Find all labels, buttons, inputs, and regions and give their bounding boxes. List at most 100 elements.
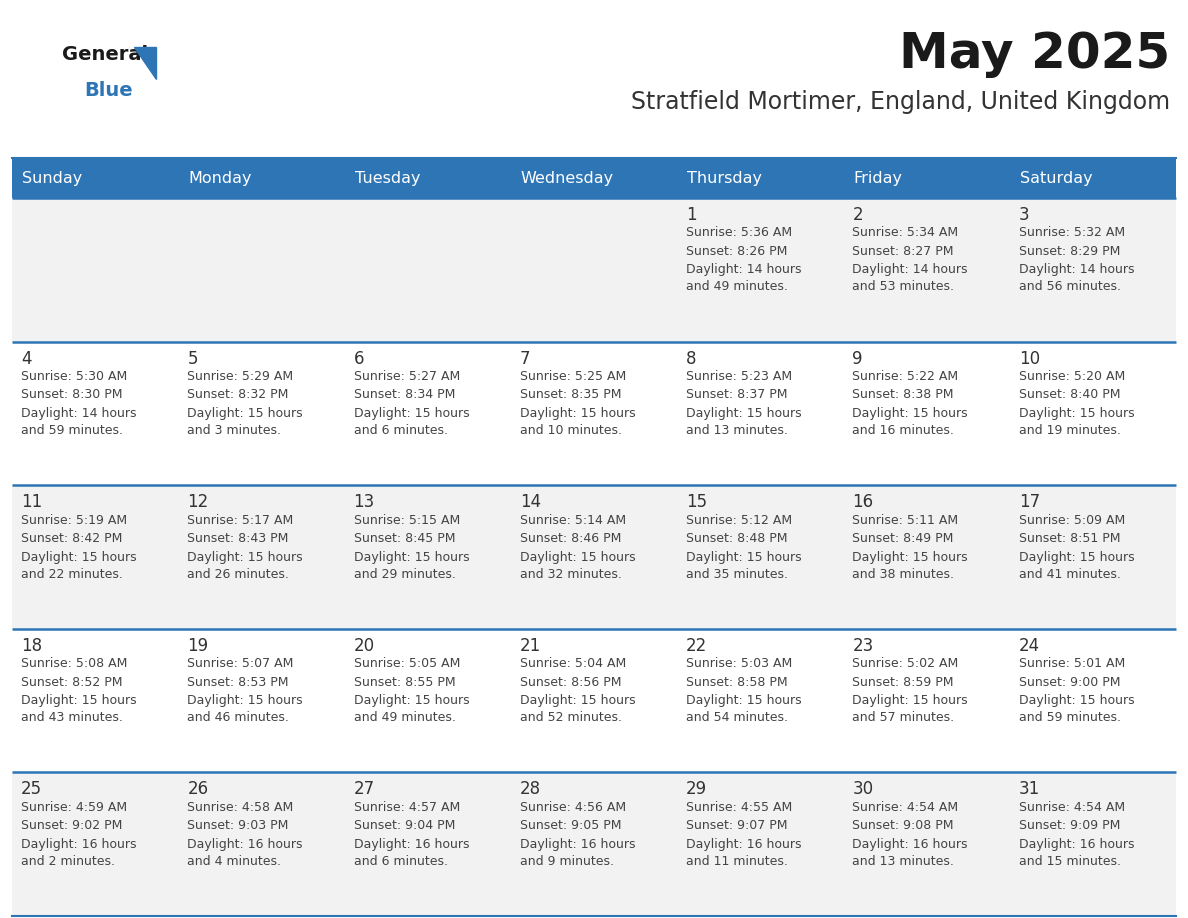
Text: 21: 21 xyxy=(520,637,541,655)
Text: Daylight: 15 hours
and 52 minutes.: Daylight: 15 hours and 52 minutes. xyxy=(520,694,636,724)
Bar xyxy=(511,772,677,916)
Text: Wednesday: Wednesday xyxy=(520,171,614,185)
Text: Sunrise: 5:27 AM: Sunrise: 5:27 AM xyxy=(354,370,460,383)
Text: Sunrise: 4:54 AM: Sunrise: 4:54 AM xyxy=(853,800,959,813)
Text: Daylight: 15 hours
and 49 minutes.: Daylight: 15 hours and 49 minutes. xyxy=(354,694,469,724)
Text: Sunrise: 4:59 AM: Sunrise: 4:59 AM xyxy=(21,800,127,813)
Bar xyxy=(178,198,345,341)
Text: Sunset: 8:58 PM: Sunset: 8:58 PM xyxy=(687,676,788,688)
Text: Sunset: 8:30 PM: Sunset: 8:30 PM xyxy=(21,388,122,401)
Text: Sunset: 8:48 PM: Sunset: 8:48 PM xyxy=(687,532,788,545)
Bar xyxy=(12,486,178,629)
Text: Daylight: 16 hours
and 15 minutes.: Daylight: 16 hours and 15 minutes. xyxy=(1019,838,1135,868)
Text: Daylight: 15 hours
and 43 minutes.: Daylight: 15 hours and 43 minutes. xyxy=(21,694,137,724)
Text: 7: 7 xyxy=(520,350,530,367)
Text: 8: 8 xyxy=(687,350,696,367)
Text: 22: 22 xyxy=(687,637,707,655)
Text: Sunset: 8:45 PM: Sunset: 8:45 PM xyxy=(354,532,455,545)
Bar xyxy=(677,158,843,198)
Text: Sunrise: 5:30 AM: Sunrise: 5:30 AM xyxy=(21,370,127,383)
Bar xyxy=(12,629,178,772)
Text: Sunset: 8:49 PM: Sunset: 8:49 PM xyxy=(853,532,954,545)
Text: Saturday: Saturday xyxy=(1019,171,1092,185)
Text: Sunset: 8:53 PM: Sunset: 8:53 PM xyxy=(188,676,289,688)
Text: 3: 3 xyxy=(1019,206,1029,224)
Bar xyxy=(178,341,345,486)
Bar xyxy=(12,158,178,198)
Text: Daylight: 15 hours
and 19 minutes.: Daylight: 15 hours and 19 minutes. xyxy=(1019,407,1135,437)
Text: Daylight: 15 hours
and 3 minutes.: Daylight: 15 hours and 3 minutes. xyxy=(188,407,303,437)
Text: Daylight: 15 hours
and 32 minutes.: Daylight: 15 hours and 32 minutes. xyxy=(520,551,636,580)
Bar xyxy=(511,486,677,629)
Text: Sunset: 8:32 PM: Sunset: 8:32 PM xyxy=(188,388,289,401)
Text: 11: 11 xyxy=(21,493,43,511)
Bar xyxy=(843,341,1010,486)
Text: 4: 4 xyxy=(21,350,32,367)
Bar xyxy=(843,158,1010,198)
Bar xyxy=(511,158,677,198)
Text: 17: 17 xyxy=(1019,493,1040,511)
Text: 23: 23 xyxy=(853,637,873,655)
Text: Sunday: Sunday xyxy=(23,171,82,185)
Text: Sunrise: 5:23 AM: Sunrise: 5:23 AM xyxy=(687,370,792,383)
Text: Sunset: 8:52 PM: Sunset: 8:52 PM xyxy=(21,676,122,688)
Text: Sunrise: 5:36 AM: Sunrise: 5:36 AM xyxy=(687,227,792,240)
Text: May 2025: May 2025 xyxy=(899,30,1170,78)
Text: 9: 9 xyxy=(853,350,862,367)
Text: 31: 31 xyxy=(1019,780,1040,799)
Text: Sunrise: 5:07 AM: Sunrise: 5:07 AM xyxy=(188,657,293,670)
Text: 24: 24 xyxy=(1019,637,1040,655)
Text: Sunset: 8:59 PM: Sunset: 8:59 PM xyxy=(853,676,954,688)
Text: Sunset: 9:05 PM: Sunset: 9:05 PM xyxy=(520,819,621,833)
Text: 29: 29 xyxy=(687,780,707,799)
Text: Stratfield Mortimer, England, United Kingdom: Stratfield Mortimer, England, United Kin… xyxy=(631,90,1170,114)
Text: Daylight: 15 hours
and 29 minutes.: Daylight: 15 hours and 29 minutes. xyxy=(354,551,469,580)
Text: 30: 30 xyxy=(853,780,873,799)
Bar xyxy=(12,772,178,916)
Text: Sunrise: 5:15 AM: Sunrise: 5:15 AM xyxy=(354,513,460,527)
Text: Sunrise: 4:57 AM: Sunrise: 4:57 AM xyxy=(354,800,460,813)
Text: Sunrise: 5:34 AM: Sunrise: 5:34 AM xyxy=(853,227,959,240)
Text: 27: 27 xyxy=(354,780,374,799)
Bar xyxy=(345,629,511,772)
Text: 14: 14 xyxy=(520,493,541,511)
Text: Sunrise: 4:58 AM: Sunrise: 4:58 AM xyxy=(188,800,293,813)
Text: Sunrise: 4:54 AM: Sunrise: 4:54 AM xyxy=(1019,800,1125,813)
Bar xyxy=(12,341,178,486)
Text: Tuesday: Tuesday xyxy=(354,171,421,185)
Bar xyxy=(677,341,843,486)
Text: Daylight: 15 hours
and 10 minutes.: Daylight: 15 hours and 10 minutes. xyxy=(520,407,636,437)
Text: Daylight: 15 hours
and 13 minutes.: Daylight: 15 hours and 13 minutes. xyxy=(687,407,802,437)
Text: Sunset: 8:34 PM: Sunset: 8:34 PM xyxy=(354,388,455,401)
Text: Sunset: 8:29 PM: Sunset: 8:29 PM xyxy=(1019,245,1120,258)
Text: Daylight: 15 hours
and 59 minutes.: Daylight: 15 hours and 59 minutes. xyxy=(1019,694,1135,724)
Text: Sunset: 9:08 PM: Sunset: 9:08 PM xyxy=(853,819,954,833)
Text: Sunrise: 5:05 AM: Sunrise: 5:05 AM xyxy=(354,657,460,670)
Bar xyxy=(178,772,345,916)
Text: Daylight: 16 hours
and 13 minutes.: Daylight: 16 hours and 13 minutes. xyxy=(853,838,968,868)
Polygon shape xyxy=(134,47,156,79)
Text: Thursday: Thursday xyxy=(687,171,763,185)
Text: Daylight: 16 hours
and 4 minutes.: Daylight: 16 hours and 4 minutes. xyxy=(188,838,303,868)
Bar xyxy=(178,629,345,772)
Text: 2: 2 xyxy=(853,206,862,224)
Bar xyxy=(843,629,1010,772)
Text: Daylight: 15 hours
and 26 minutes.: Daylight: 15 hours and 26 minutes. xyxy=(188,551,303,580)
Text: Daylight: 15 hours
and 57 minutes.: Daylight: 15 hours and 57 minutes. xyxy=(853,694,968,724)
Text: Daylight: 15 hours
and 54 minutes.: Daylight: 15 hours and 54 minutes. xyxy=(687,694,802,724)
Bar xyxy=(511,198,677,341)
Text: Daylight: 16 hours
and 9 minutes.: Daylight: 16 hours and 9 minutes. xyxy=(520,838,636,868)
Text: Sunset: 8:37 PM: Sunset: 8:37 PM xyxy=(687,388,788,401)
Text: Sunrise: 4:55 AM: Sunrise: 4:55 AM xyxy=(687,800,792,813)
Text: Sunset: 9:00 PM: Sunset: 9:00 PM xyxy=(1019,676,1120,688)
Text: Sunrise: 5:29 AM: Sunrise: 5:29 AM xyxy=(188,370,293,383)
Text: Daylight: 15 hours
and 38 minutes.: Daylight: 15 hours and 38 minutes. xyxy=(853,551,968,580)
Bar xyxy=(511,629,677,772)
Text: Monday: Monday xyxy=(188,171,252,185)
Bar xyxy=(345,198,511,341)
Text: Sunrise: 5:09 AM: Sunrise: 5:09 AM xyxy=(1019,513,1125,527)
Text: General: General xyxy=(62,45,148,64)
Text: Sunset: 8:35 PM: Sunset: 8:35 PM xyxy=(520,388,621,401)
Text: Sunset: 9:09 PM: Sunset: 9:09 PM xyxy=(1019,819,1120,833)
Text: Sunrise: 5:17 AM: Sunrise: 5:17 AM xyxy=(188,513,293,527)
